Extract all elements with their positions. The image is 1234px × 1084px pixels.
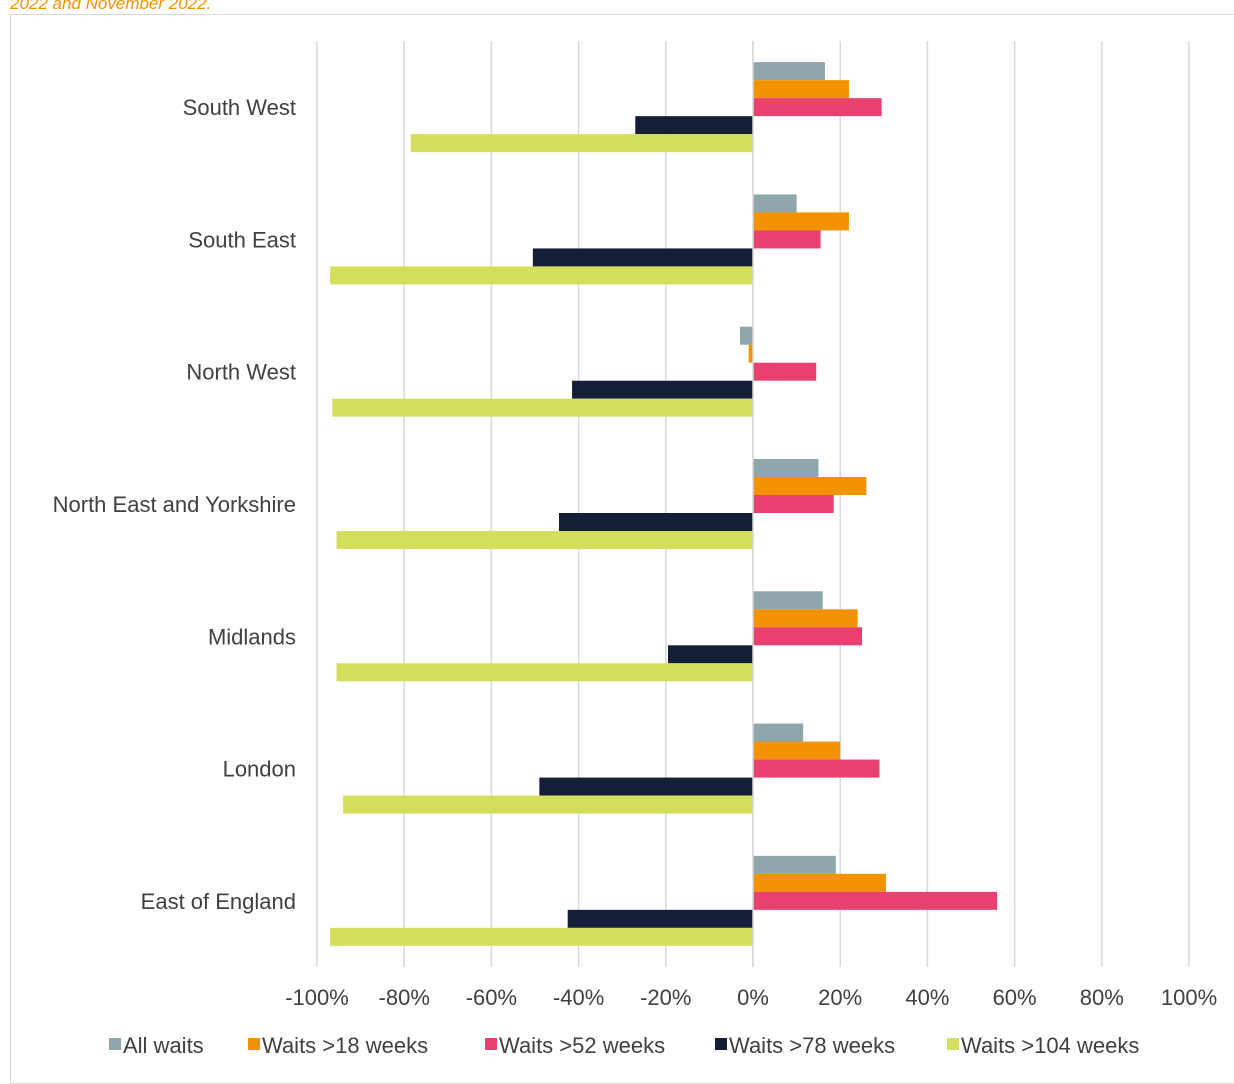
bar [410, 134, 753, 153]
x-tick-label: -40% [553, 985, 604, 1010]
x-tick-label: 40% [905, 985, 949, 1010]
bar [753, 855, 836, 874]
category-labels: South West South East North West North East… [53, 95, 296, 914]
bar [539, 777, 753, 796]
legend-swatch [947, 1038, 959, 1050]
legend: All waits Waits >18 weeks Waits >52 weeks W… [109, 1033, 1139, 1058]
bar [753, 609, 858, 628]
x-tick-label: -20% [640, 985, 691, 1010]
category-label: London [223, 757, 296, 782]
legend-label: Waits >52 weeks [499, 1033, 665, 1058]
bar [336, 663, 753, 682]
bar [753, 627, 862, 646]
chart-caption: 2022 and November 2022. [10, 0, 212, 13]
category-label: Midlands [208, 624, 296, 649]
bar-chart: South West South East North West North East… [53, 41, 1217, 1058]
bar [753, 741, 841, 760]
legend-swatch [485, 1038, 497, 1050]
legend-label: Waits >18 weeks [262, 1033, 428, 1058]
legend-label: Waits >78 weeks [729, 1033, 895, 1058]
x-tick-label: -80% [379, 985, 430, 1010]
bar [753, 62, 825, 81]
x-tick-label: 20% [818, 985, 862, 1010]
bar [572, 380, 753, 399]
x-tick-labels: -100% -80% -60% -40% -20% 0% 20% 40% 60% 80% 100% [285, 985, 1217, 1010]
bar [753, 362, 817, 381]
bar [330, 266, 753, 285]
bar [753, 495, 834, 513]
legend-label: Waits >104 weeks [961, 1033, 1139, 1058]
chart-area: South West South East North West North East… [10, 14, 1234, 1084]
x-tick-label: 100% [1161, 985, 1217, 1010]
x-tick-label: -100% [285, 985, 349, 1010]
bar [635, 116, 753, 135]
bar [753, 591, 823, 610]
bar [753, 80, 849, 99]
category-label: East of England [141, 889, 296, 914]
bar [330, 927, 753, 946]
bar [753, 477, 867, 495]
x-tick-label: 0% [737, 985, 769, 1010]
bar [753, 212, 849, 231]
legend-swatch [715, 1038, 727, 1050]
bar [748, 344, 753, 363]
bar [753, 759, 880, 778]
bars [330, 41, 998, 967]
bar [558, 513, 753, 531]
category-label: North East and Yorkshire [53, 492, 296, 517]
bar [343, 795, 753, 814]
bar [753, 98, 882, 117]
bar [332, 398, 753, 417]
bar [753, 459, 819, 477]
category-label: South East [188, 227, 296, 252]
bar [753, 723, 804, 742]
bar [753, 891, 998, 910]
bar [667, 645, 753, 664]
bar [753, 230, 821, 249]
bar [336, 531, 753, 549]
legend-label: All waits [123, 1033, 204, 1058]
bar [753, 194, 797, 213]
bar [739, 326, 753, 345]
bar [532, 248, 753, 267]
x-tick-label: 60% [993, 985, 1037, 1010]
category-label: North West [186, 360, 296, 385]
x-tick-label: 80% [1080, 985, 1124, 1010]
legend-swatch [109, 1038, 121, 1050]
legend-swatch [248, 1038, 260, 1050]
category-label: South West [183, 95, 296, 120]
bar [567, 909, 753, 928]
x-tick-label: -60% [466, 985, 517, 1010]
bar [753, 873, 886, 892]
